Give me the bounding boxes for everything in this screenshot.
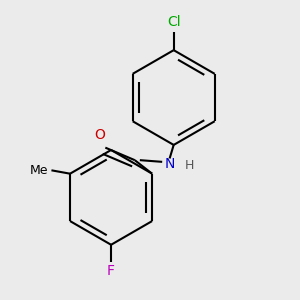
Text: N: N (164, 157, 175, 170)
Text: F: F (107, 264, 115, 278)
Text: Cl: Cl (167, 15, 181, 29)
Text: H: H (185, 159, 194, 172)
Text: Me: Me (30, 164, 49, 177)
Text: O: O (94, 128, 105, 142)
